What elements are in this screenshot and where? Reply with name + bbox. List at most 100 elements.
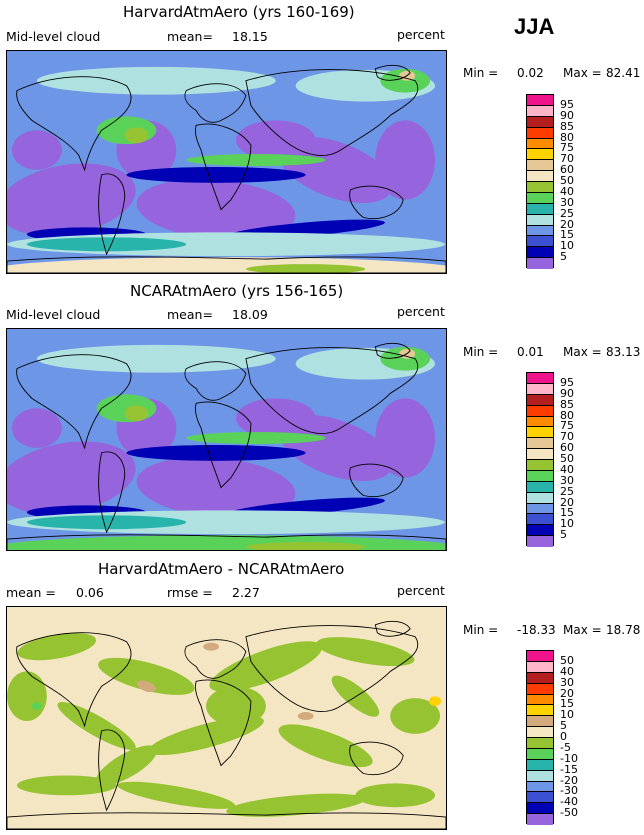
colorbar-tick-label: 75 bbox=[560, 419, 574, 433]
season-label: JJA bbox=[514, 14, 555, 39]
colorbar-segment bbox=[527, 748, 553, 760]
panel2-unit-label: percent bbox=[397, 304, 445, 319]
colorbar-segment bbox=[527, 503, 553, 515]
colorbar-segment bbox=[527, 116, 553, 128]
colorbar-segment bbox=[527, 438, 553, 450]
colorbar-segment bbox=[527, 214, 553, 226]
colorbar-segment bbox=[527, 738, 553, 749]
panel3-rmse-label: rmse = bbox=[167, 585, 213, 600]
colorbar-segment bbox=[527, 149, 553, 161]
colorbar-tick-label: 40 bbox=[560, 462, 574, 476]
colorbar-segment bbox=[527, 247, 553, 259]
colorbar-segment bbox=[527, 781, 553, 793]
colorbar-segment bbox=[527, 672, 553, 684]
panel1-min-value: 0.02 bbox=[517, 66, 544, 80]
colorbar-tick-label: -20 bbox=[560, 773, 578, 787]
panel2-min-value: 0.01 bbox=[517, 345, 544, 359]
colorbar-tick-label: 10 bbox=[560, 517, 574, 531]
colorbar-tick-label: -10 bbox=[560, 751, 578, 765]
panel2-mean-value: 18.09 bbox=[232, 307, 268, 322]
panel2-map bbox=[6, 328, 447, 551]
colorbar-tick-label: 75 bbox=[560, 141, 574, 155]
colorbar-segment bbox=[527, 171, 553, 182]
panel3-mean-value: 0.06 bbox=[76, 585, 104, 600]
colorbar-tick-label: 0 bbox=[560, 730, 567, 743]
panel2-title: NCARAtmAero (yrs 156-165) bbox=[130, 282, 344, 300]
colorbar-segment bbox=[527, 427, 553, 439]
colorbar-tick-label: 85 bbox=[560, 397, 574, 411]
colorbar-tick-label: 60 bbox=[560, 163, 574, 177]
panel1-max-value: 82.41 bbox=[606, 66, 641, 80]
colorbar-tick-label: 70 bbox=[560, 152, 574, 166]
colorbar-tick-label: 40 bbox=[560, 184, 574, 198]
panel1-map bbox=[6, 50, 447, 274]
colorbar-segment bbox=[527, 160, 553, 172]
colorbar-tick-label: 95 bbox=[560, 375, 574, 389]
colorbar-segment bbox=[527, 236, 553, 248]
panel1-colorbar bbox=[526, 94, 554, 269]
colorbar-tick-label: 15 bbox=[560, 697, 574, 711]
colorbar-tick-label: 30 bbox=[560, 675, 574, 689]
colorbar-segment bbox=[527, 383, 553, 395]
panel1-mean-value: 18.15 bbox=[232, 29, 268, 44]
panel3-map bbox=[6, 606, 447, 830]
colorbar-tick-label: -5 bbox=[560, 740, 571, 754]
colorbar-segment bbox=[527, 127, 553, 139]
panel1-variable-label: Mid-level cloud bbox=[6, 29, 101, 44]
colorbar-segment bbox=[527, 792, 553, 804]
colorbar-segment bbox=[527, 481, 553, 493]
colorbar-segment bbox=[527, 105, 553, 117]
colorbar-tick-label: 20 bbox=[560, 495, 574, 509]
colorbar-tick-label: 25 bbox=[560, 484, 574, 498]
colorbar-tick-label: 80 bbox=[560, 130, 574, 144]
colorbar-segment bbox=[527, 814, 553, 825]
colorbar-tick-label: 50 bbox=[560, 174, 574, 187]
colorbar-segment bbox=[527, 449, 553, 460]
colorbar-segment bbox=[527, 405, 553, 417]
colorbar-segment bbox=[527, 460, 553, 471]
panel1-min-label: Min = bbox=[463, 66, 499, 80]
colorbar-tick-label: 5 bbox=[560, 528, 567, 542]
colorbar-segment bbox=[527, 373, 553, 384]
panel3-max-label: Max = bbox=[563, 623, 602, 637]
colorbar-segment bbox=[527, 683, 553, 695]
colorbar-segment bbox=[527, 416, 553, 428]
panel2-mean-label: mean= bbox=[167, 307, 213, 322]
colorbar-segment bbox=[527, 803, 553, 815]
colorbar-segment bbox=[527, 759, 553, 771]
colorbar-tick-label: -30 bbox=[560, 784, 578, 798]
panel3-title: HarvardAtmAero - NCARAtmAero bbox=[98, 560, 345, 578]
panel1-unit-label: percent bbox=[397, 27, 445, 42]
colorbar-tick-label: 90 bbox=[560, 386, 574, 400]
colorbar-segment bbox=[527, 694, 553, 706]
colorbar-tick-label: 5 bbox=[560, 719, 567, 733]
panel2-colorbar bbox=[526, 372, 554, 547]
panel3-min-label: Min = bbox=[463, 623, 499, 637]
colorbar-tick-label: 90 bbox=[560, 108, 574, 122]
colorbar-tick-label: 20 bbox=[560, 686, 574, 700]
colorbar-segment bbox=[527, 705, 553, 717]
colorbar-segment bbox=[527, 182, 553, 193]
panel2-max-value: 83.13 bbox=[606, 345, 641, 359]
panel3-rmse-value: 2.27 bbox=[232, 585, 260, 600]
panel1-max-label: Max = bbox=[563, 66, 602, 80]
colorbar-tick-label: -40 bbox=[560, 795, 578, 809]
panel2-min-label: Min = bbox=[463, 345, 499, 359]
colorbar-tick-label: 50 bbox=[560, 452, 574, 465]
colorbar-segment bbox=[527, 525, 553, 537]
colorbar-segment bbox=[527, 470, 553, 482]
colorbar-segment bbox=[527, 536, 553, 547]
colorbar-segment bbox=[527, 138, 553, 150]
colorbar-tick-label: 30 bbox=[560, 473, 574, 487]
colorbar-tick-label: 60 bbox=[560, 441, 574, 455]
panel3-min-value: -18.33 bbox=[517, 623, 556, 637]
colorbar-tick-label: 5 bbox=[560, 250, 567, 264]
colorbar-tick-label: -15 bbox=[560, 762, 578, 776]
colorbar-segment bbox=[527, 225, 553, 237]
panel2-variable-label: Mid-level cloud bbox=[6, 307, 101, 322]
colorbar-segment bbox=[527, 770, 553, 782]
colorbar-segment bbox=[527, 258, 553, 269]
colorbar-tick-label: 50 bbox=[560, 653, 574, 667]
colorbar-segment bbox=[527, 651, 553, 662]
panel3-max-value: 18.78 bbox=[606, 623, 641, 637]
